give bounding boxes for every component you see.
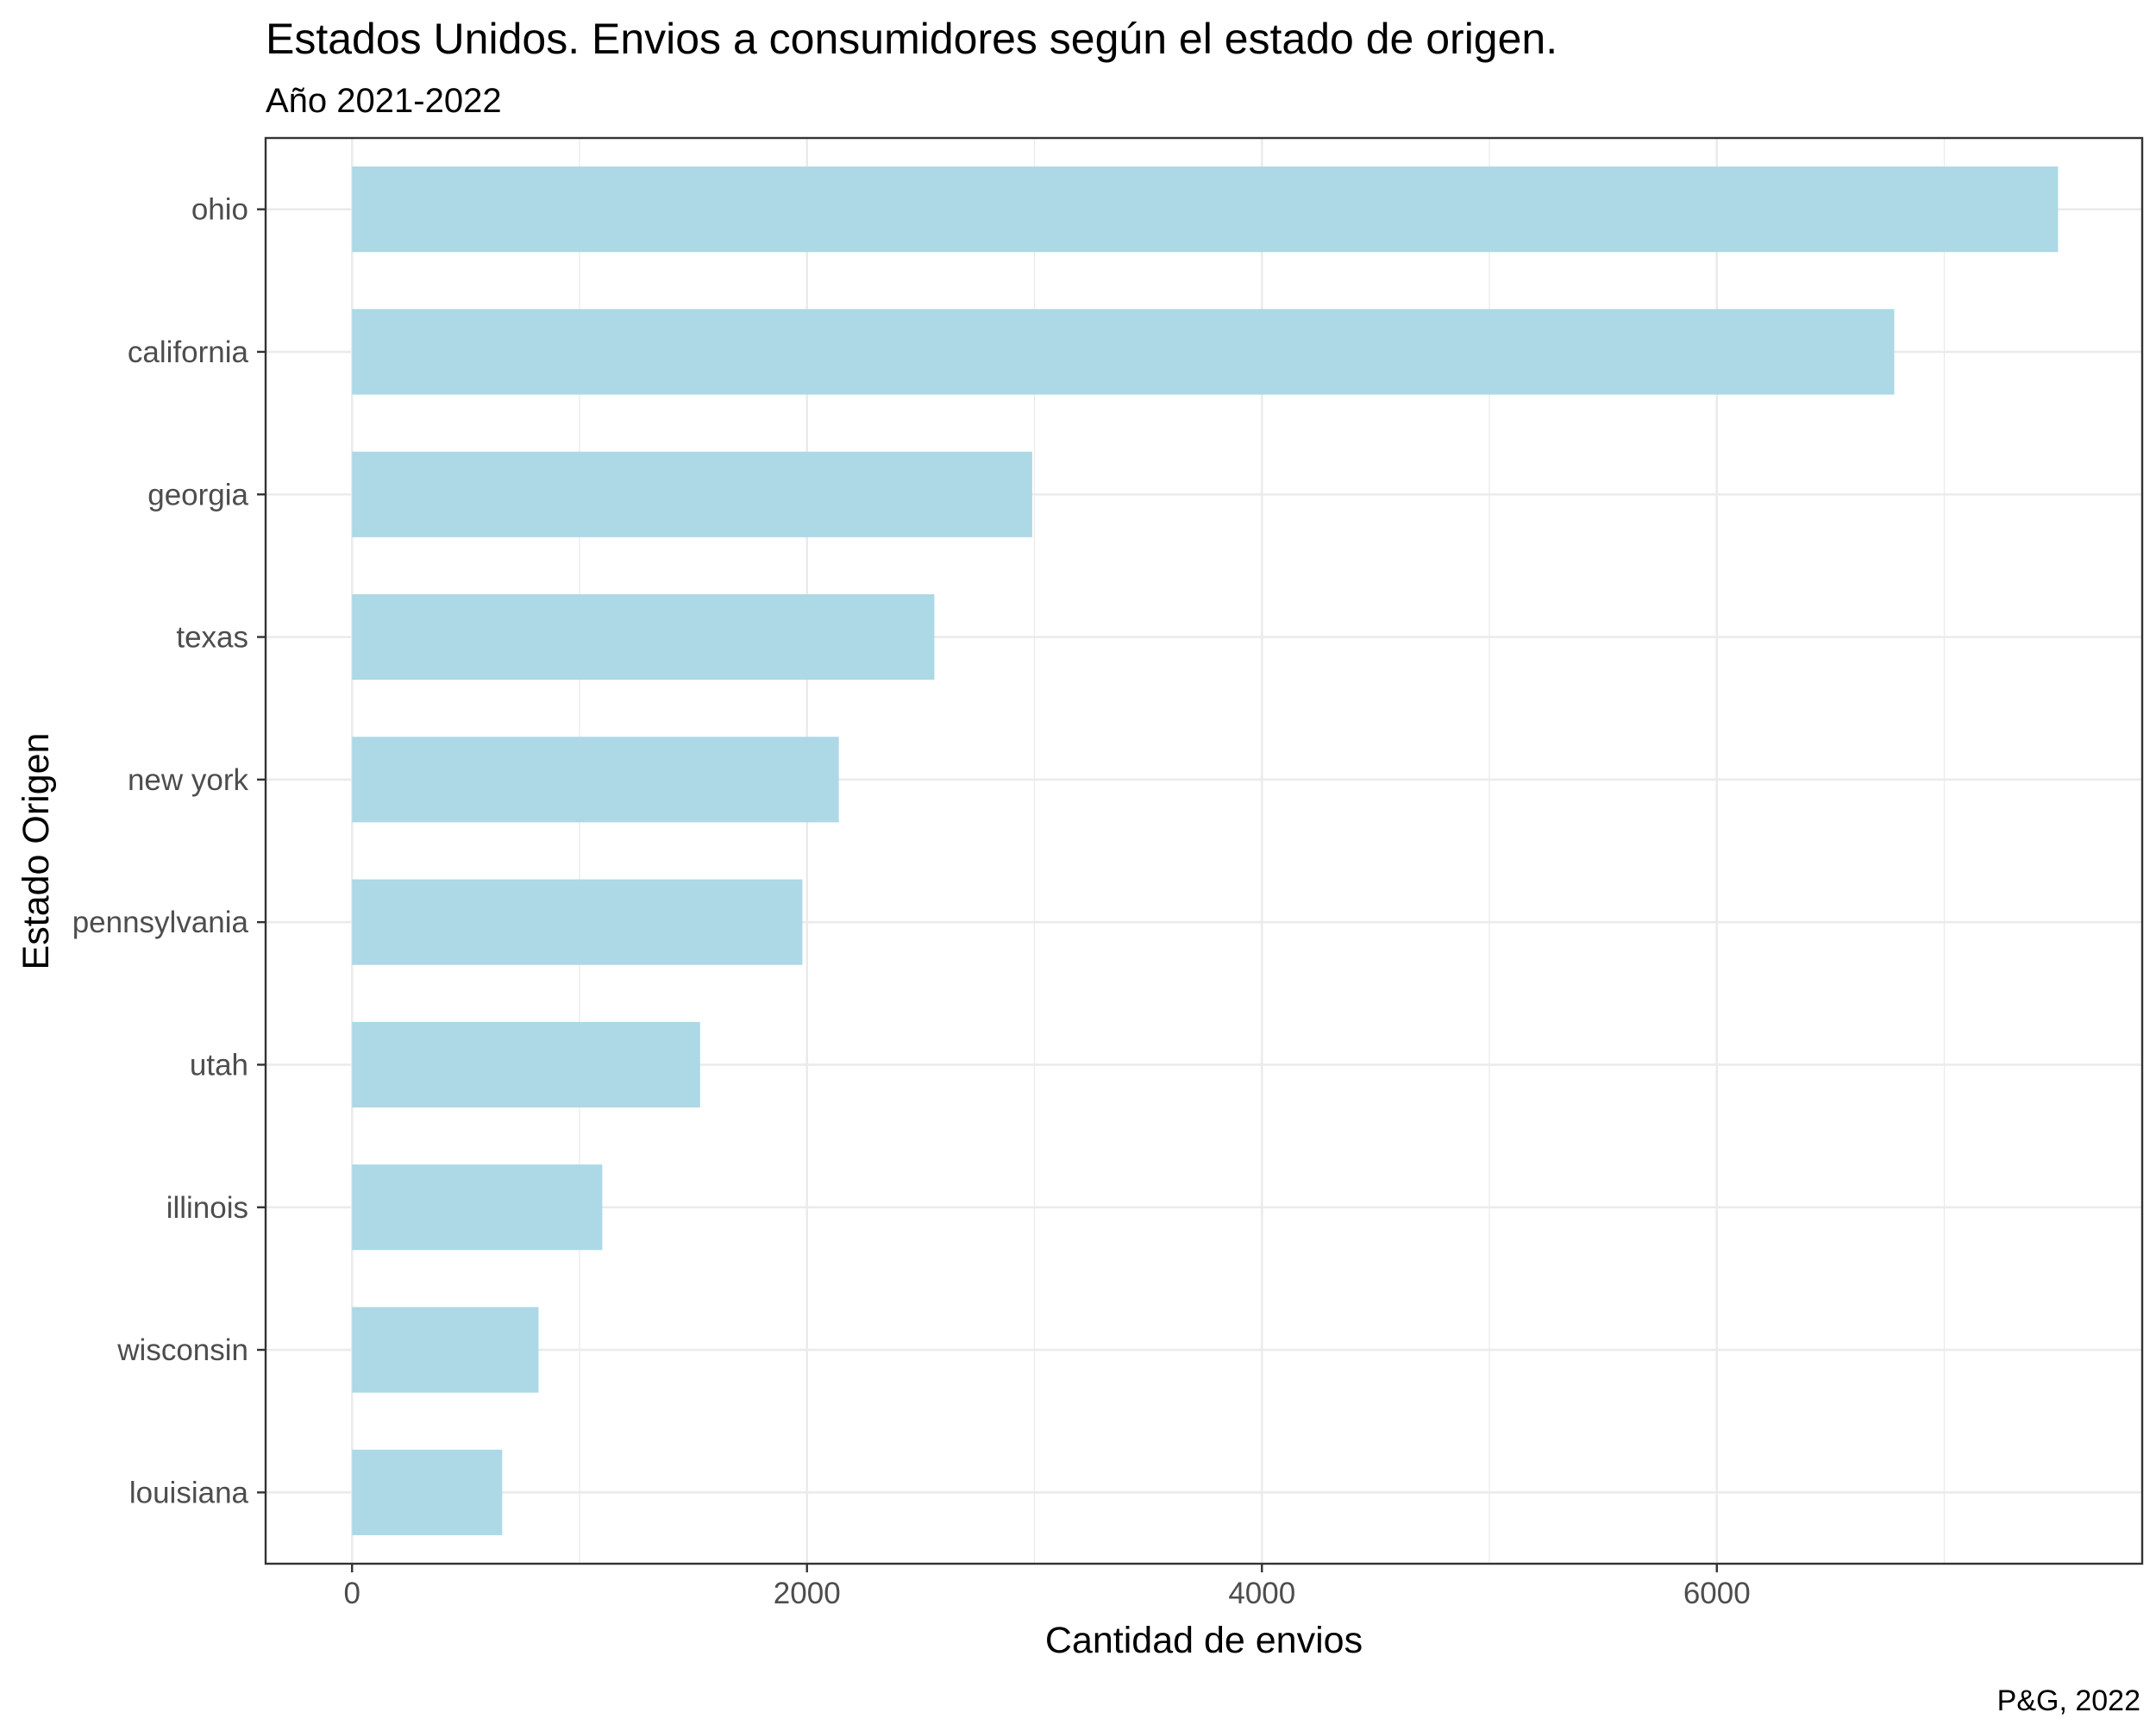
y-tick-label: illinois [166,1191,248,1225]
y-tick-label: california [128,336,249,369]
y-axis-title: Estado Origen [16,733,57,970]
y-axis: ohio california georgia texas new york pennsy… [72,193,266,1509]
chart-title: Estados Unidos. Envios a consumidores se… [266,15,1557,63]
bar-new-york [352,737,839,823]
x-axis-title: Cantidad de envios [1045,1620,1363,1661]
x-tick-label: 6000 [1683,1577,1751,1610]
chart-caption: P&G, 2022 [1997,1684,2140,1717]
y-tick-label: georgia [147,478,248,511]
plot-panel-border [264,136,2144,1565]
bar-texas [352,593,935,681]
y-tick-label: new york [128,763,249,797]
x-tick-label: 2000 [774,1577,841,1610]
x-tick-label: 4000 [1228,1577,1295,1610]
bar-california [352,309,1895,395]
x-axis: 0 2000 4000 6000 [343,1564,1751,1610]
y-tick-label: wisconsin [116,1333,248,1367]
y-tick-label: pennsylvania [72,906,249,939]
y-tick-label: ohio [191,193,248,227]
y-tick-label: texas [176,621,248,655]
chart-subtitle: Año 2021-2022 [266,82,502,120]
bar-illinois [352,1164,603,1251]
y-tick-label: utah [190,1048,248,1082]
bar-utah [352,1021,700,1108]
y-tick-label: louisiana [129,1476,249,1509]
bar-ohio [352,166,2059,253]
bar-pennsylvania [352,879,803,965]
bar-louisiana [352,1449,503,1535]
bars [352,166,2059,1535]
bar-georgia [352,451,1032,537]
bar-wisconsin [352,1307,539,1393]
x-tick-label: 0 [343,1577,360,1610]
